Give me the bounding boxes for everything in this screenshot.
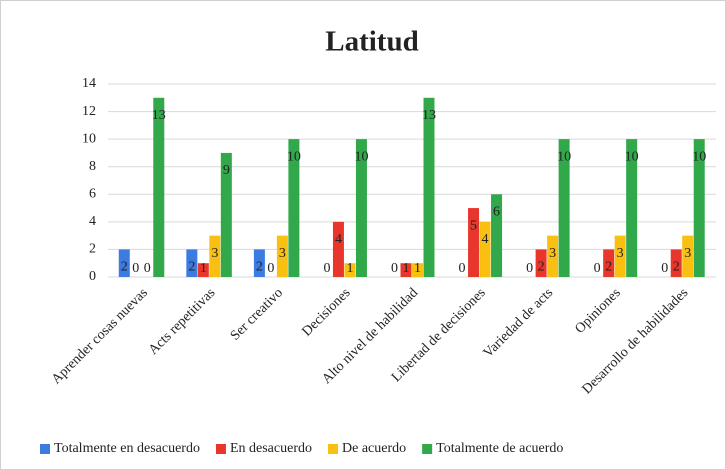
data-label: 0 <box>594 261 601 276</box>
legend-swatch <box>215 444 226 454</box>
bar <box>153 97 165 278</box>
bar <box>423 97 435 278</box>
data-label: 4 <box>335 232 342 247</box>
bar <box>535 249 547 277</box>
data-label: 9 <box>223 163 230 178</box>
bar <box>220 152 232 277</box>
data-label: 2 <box>673 260 680 275</box>
bar <box>253 249 265 277</box>
bar <box>614 235 626 277</box>
y-tick-label: 8 <box>89 159 96 174</box>
data-label: 10 <box>625 149 639 164</box>
data-label: 1 <box>346 261 353 276</box>
bar <box>603 249 615 277</box>
data-label: 3 <box>684 246 691 261</box>
legend-swatch <box>40 444 50 454</box>
bar <box>670 249 682 277</box>
bar <box>693 139 705 277</box>
data-label: 2 <box>256 260 263 275</box>
data-label: 4 <box>482 232 489 247</box>
bar <box>118 249 130 277</box>
legend-swatch <box>422 444 433 454</box>
bar <box>468 208 480 277</box>
data-label: 6 <box>493 205 500 220</box>
y-tick-label: 6 <box>89 187 96 202</box>
data-label: 0 <box>267 261 274 276</box>
legend-label: Totalmente en desacuerdo <box>54 441 200 456</box>
legend-label: En desacuerdo <box>230 441 312 456</box>
bar <box>479 221 491 277</box>
y-tick-label: 10 <box>82 131 96 146</box>
data-label: 10 <box>557 149 571 164</box>
data-label: 2 <box>605 260 612 275</box>
legend-label: De acuerdo <box>342 441 406 456</box>
bar <box>209 235 221 277</box>
data-label: 13 <box>152 108 166 123</box>
bar <box>332 221 344 277</box>
data-label: 0 <box>661 261 668 276</box>
y-tick-label: 12 <box>82 104 96 119</box>
data-label: 3 <box>617 246 624 261</box>
y-tick-label: 14 <box>82 76 96 91</box>
y-tick-label: 2 <box>89 242 96 257</box>
bar <box>186 249 198 277</box>
data-label: 3 <box>279 246 286 261</box>
bar <box>682 235 694 277</box>
bar <box>355 139 367 277</box>
chart-title: Latitud <box>325 26 418 58</box>
data-label: 0 <box>526 261 533 276</box>
bar <box>197 263 209 277</box>
legend-swatch <box>328 444 338 454</box>
data-label: 10 <box>354 149 368 164</box>
data-label: 2 <box>538 260 545 275</box>
y-tick-label: 0 <box>89 269 96 284</box>
data-label: 13 <box>422 108 436 123</box>
data-label: 1 <box>414 261 421 276</box>
bar <box>276 235 288 277</box>
data-label: 10 <box>287 149 301 164</box>
data-label: 2 <box>188 260 195 275</box>
data-label: 2 <box>121 260 128 275</box>
bar <box>412 263 423 277</box>
data-label: 0 <box>144 261 151 276</box>
data-label: 5 <box>470 218 477 233</box>
data-label: 0 <box>323 261 330 276</box>
legend-label: Totalmente de acuerdo <box>436 441 563 456</box>
data-label: 3 <box>549 246 556 261</box>
y-tick-label: 4 <box>89 214 96 229</box>
bar <box>288 139 300 277</box>
bar <box>491 194 503 277</box>
data-label: 0 <box>391 261 398 276</box>
bar <box>400 263 412 277</box>
data-label: 3 <box>211 246 218 261</box>
bar <box>558 139 570 277</box>
bar <box>547 235 559 277</box>
data-label: 0 <box>132 261 139 276</box>
data-label: 0 <box>459 261 466 276</box>
bar <box>344 263 356 277</box>
data-label: 10 <box>692 149 706 164</box>
data-label: 1 <box>200 261 207 276</box>
bar <box>626 139 638 277</box>
data-label: 1 <box>403 261 410 276</box>
